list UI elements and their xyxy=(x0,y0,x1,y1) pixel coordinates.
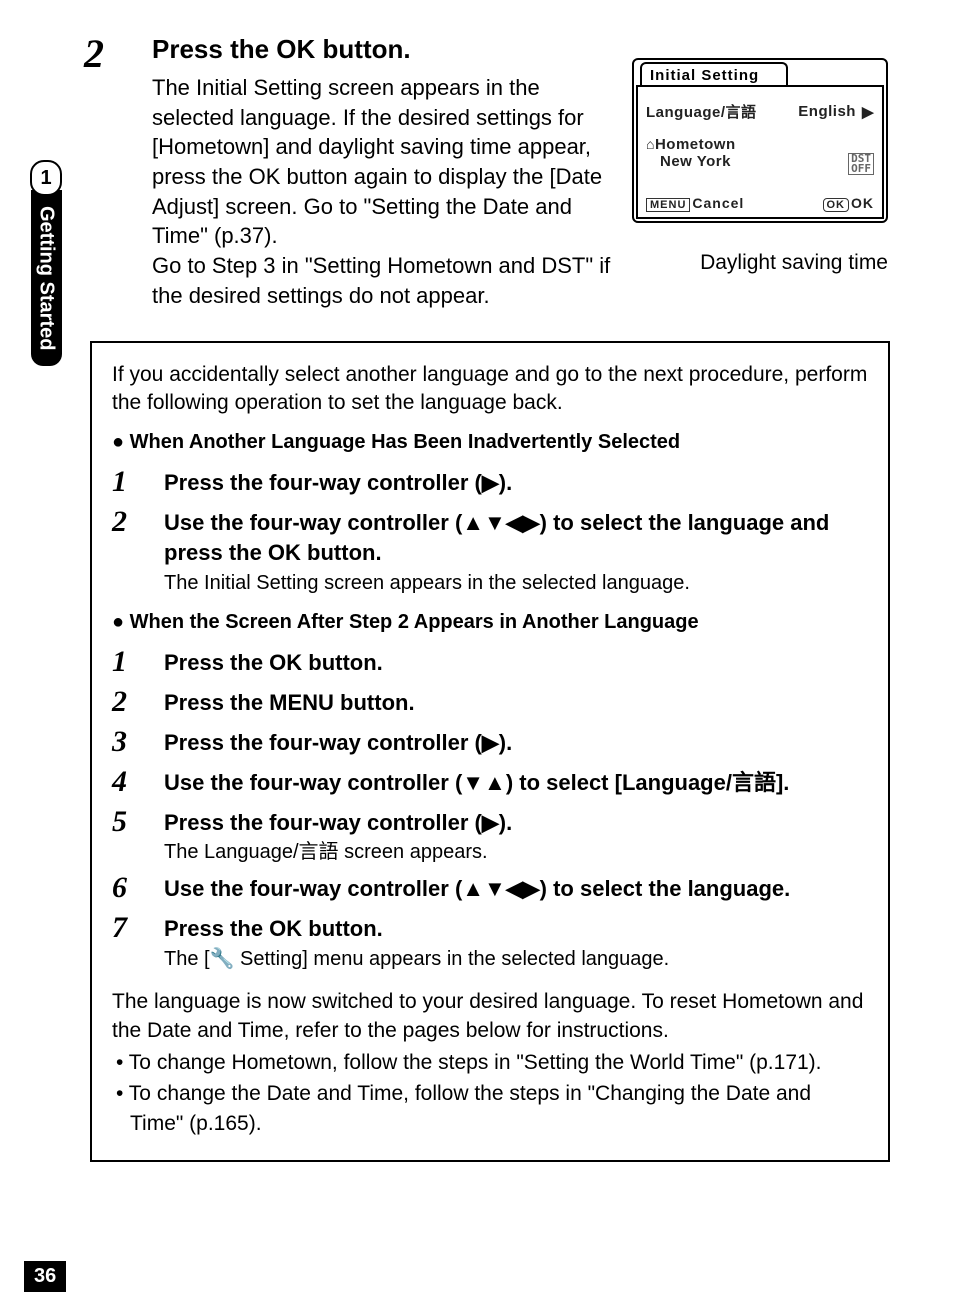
chevron-right-icon: ▶ xyxy=(862,103,874,121)
sub-step: 2 Press the MENU button. xyxy=(112,684,868,720)
sub-step-title: Press the OK button. xyxy=(164,648,868,678)
screen-title: Initial Setting xyxy=(640,62,788,87)
side-tab-label: Getting Started xyxy=(31,190,62,366)
ok-word: OK xyxy=(276,34,315,64)
section2-title: When the Screen After Step 2 Appears in … xyxy=(112,609,868,636)
info-intro: If you accidentally select another langu… xyxy=(112,361,868,418)
home-icon xyxy=(646,136,655,153)
hometown-label: Hometown xyxy=(655,136,736,153)
sub-step-number: 2 xyxy=(112,504,140,540)
screen-figure: Initial Setting Language/言語 English ▶ Ho… xyxy=(632,58,888,275)
sub-step-number: 5 xyxy=(112,804,140,840)
side-tab-number: 1 xyxy=(30,160,62,196)
title-part1: Press the xyxy=(152,34,276,64)
sub-step-title: Press the four-way controller (▶). xyxy=(164,808,868,838)
sub-step-number: 4 xyxy=(112,764,140,800)
screen-caption: Daylight saving time xyxy=(632,251,888,275)
sub-step: 1 Press the four-way controller (▶). xyxy=(112,464,868,500)
sub-step-title: Use the four-way controller (▲▼◀▶) to se… xyxy=(164,874,868,904)
ok-label: OK xyxy=(851,195,874,211)
after-bullet: • To change Hometown, follow the steps i… xyxy=(112,1048,868,1077)
sub-step-number: 6 xyxy=(112,870,140,906)
sub-step-number: 3 xyxy=(112,724,140,760)
after-bullet: • To change the Date and Time, follow th… xyxy=(112,1079,868,1138)
info-box: If you accidentally select another langu… xyxy=(90,341,890,1162)
language-label: Language/言語 xyxy=(646,101,757,122)
title-part2: button. xyxy=(315,34,410,64)
menu-icon: MENU xyxy=(646,198,690,212)
section1-title: When Another Language Has Been Inadverte… xyxy=(112,429,868,456)
sub-step-title: Press the four-way controller (▶). xyxy=(164,728,868,758)
language-value: English xyxy=(798,103,856,120)
sub-step: 5 Press the four-way controller (▶).The L… xyxy=(112,804,868,867)
sub-step-title: Press the four-way controller (▶). xyxy=(164,468,868,498)
sub-step-desc: The Initial Setting screen appears in th… xyxy=(164,570,868,597)
sub-step: 4 Use the four-way controller (▼▲) to sel… xyxy=(112,764,868,800)
sub-step: 6 Use the four-way controller (▲▼◀▶) to s… xyxy=(112,870,868,906)
sub-step-number: 2 xyxy=(112,684,140,720)
sub-step: 2 Use the four-way controller (▲▼◀▶) to s… xyxy=(112,504,868,596)
dst-icon: DST OFF xyxy=(848,153,874,175)
sub-step-title: Use the four-way controller (▼▲) to sele… xyxy=(164,768,868,798)
sub-step: 7 Press the OK button.The [🔧 Setting] men… xyxy=(112,910,868,973)
hometown-value: New York xyxy=(660,153,731,175)
sub-step-title: Press the OK button. xyxy=(164,914,868,944)
sub-step: 3 Press the four-way controller (▶). xyxy=(112,724,868,760)
sub-step-title: Press the MENU button. xyxy=(164,688,868,718)
sub-step-number: 7 xyxy=(112,910,140,946)
sub-step: 1 Press the OK button. xyxy=(112,644,868,680)
sub-step-title: Use the four-way controller (▲▼◀▶) to se… xyxy=(164,508,868,567)
sub-step-number: 1 xyxy=(112,644,140,680)
main-step-desc: The Initial Setting screen appears in th… xyxy=(152,73,612,311)
side-tab: 1 Getting Started xyxy=(30,160,62,366)
page-number: 36 xyxy=(24,1261,66,1292)
sub-step-desc: The [🔧 Setting] menu appears in the sele… xyxy=(164,946,868,973)
sub-step-desc: The Language/言語 screen appears. xyxy=(164,839,868,866)
cancel-label: Cancel xyxy=(692,195,744,211)
ok-icon: OK xyxy=(823,198,850,212)
main-step-number: 2 xyxy=(84,34,124,74)
sub-step-number: 1 xyxy=(112,464,140,500)
after-text: The language is now switched to your des… xyxy=(112,987,868,1046)
